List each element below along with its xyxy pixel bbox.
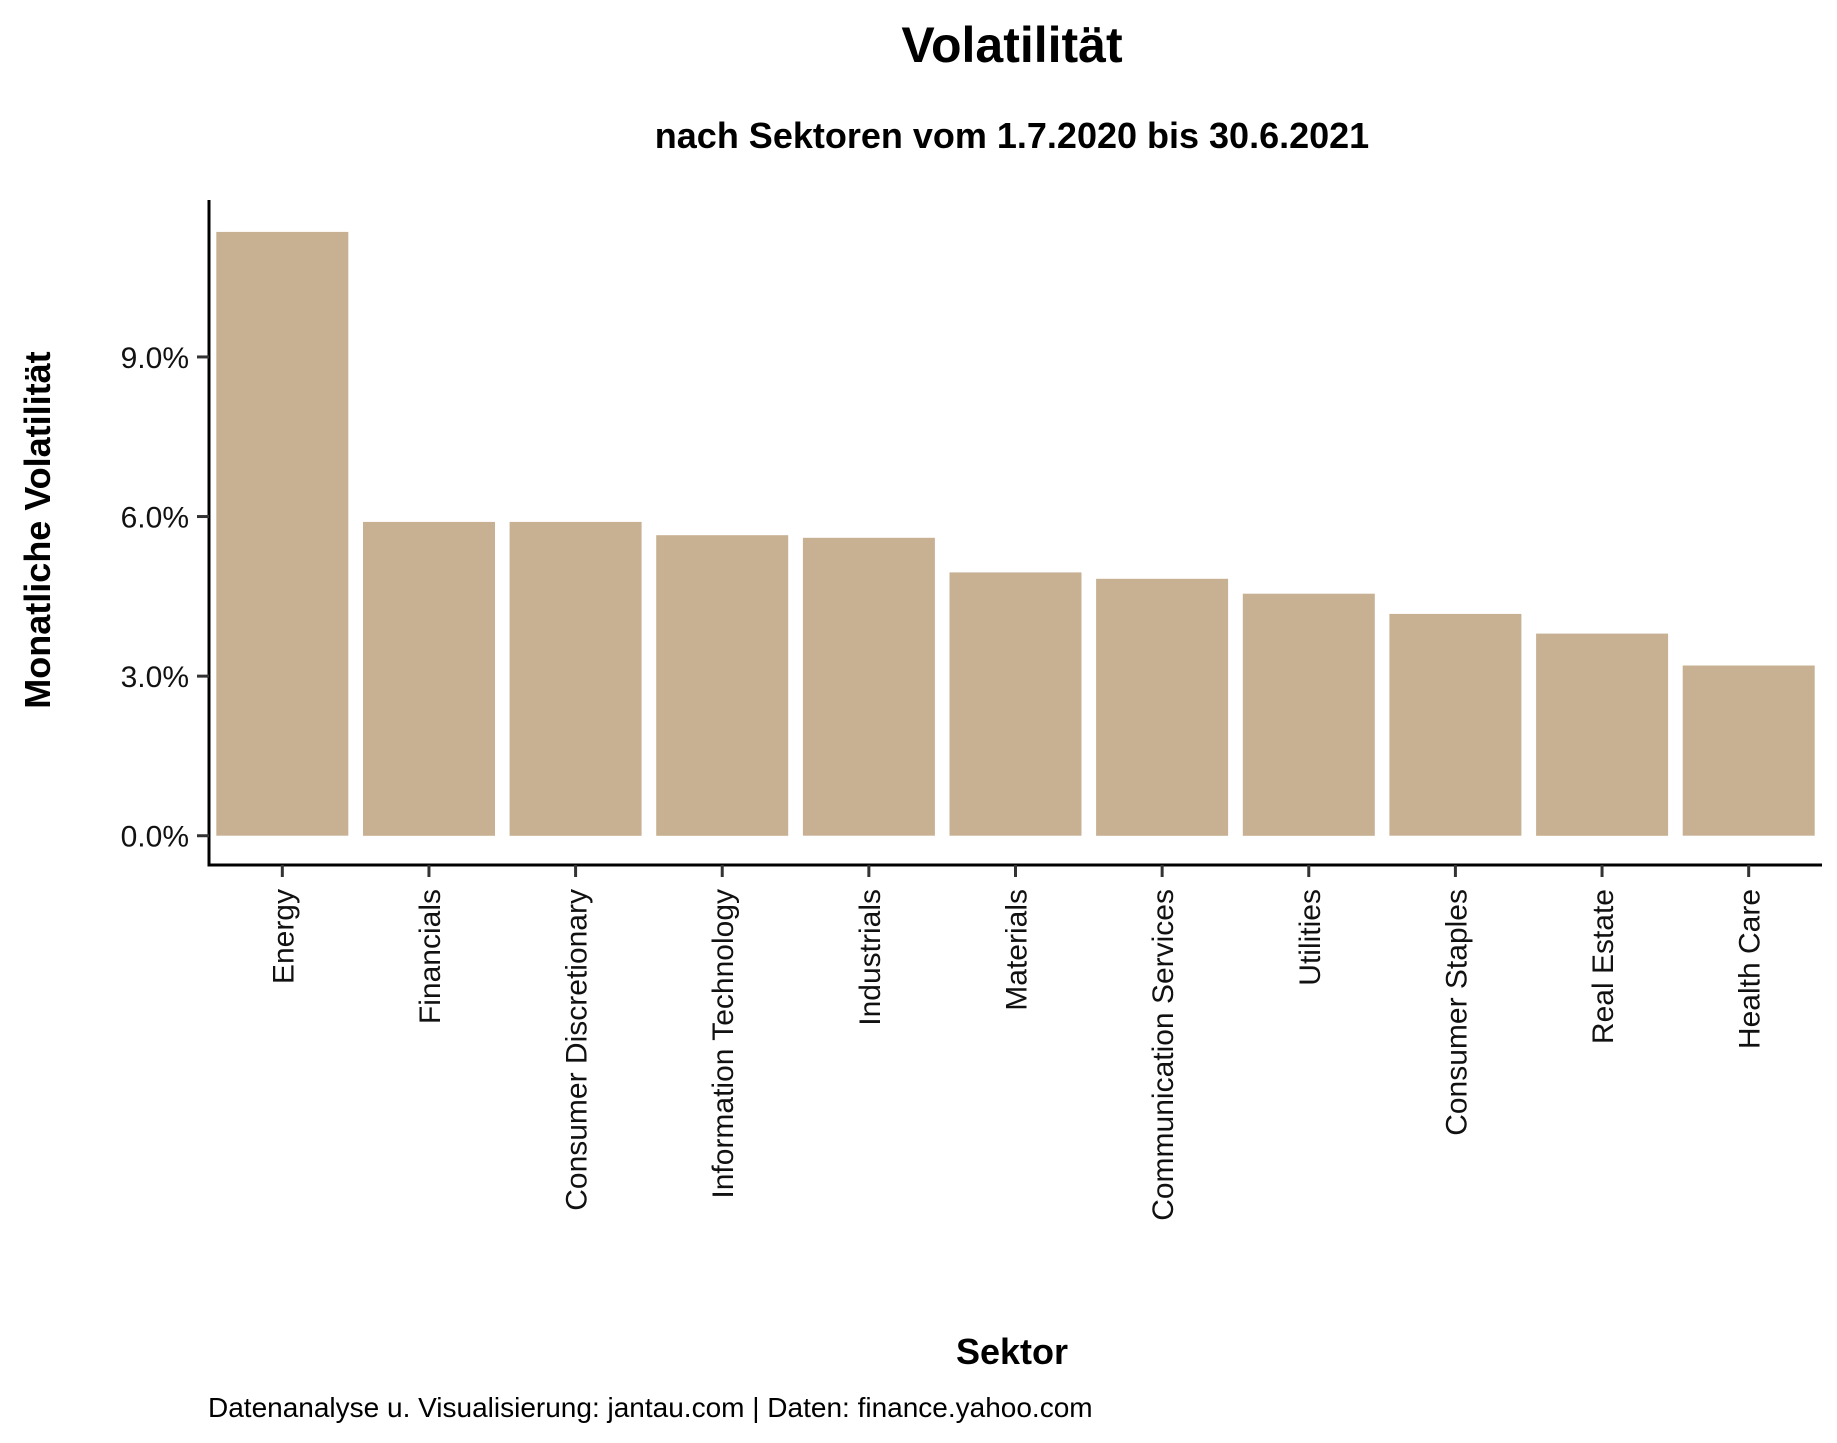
x-tick-label: Communication Services	[1147, 889, 1180, 1221]
x-tick-label: Information Technology	[707, 889, 740, 1199]
y-axis-ticks: 0.0% 3.0% 6.0% 9.0%	[121, 342, 209, 854]
bars-layer	[216, 231, 1815, 836]
bar-communication-services	[1096, 578, 1229, 836]
chart-caption: Datenanalyse u. Visualisierung: jantau.c…	[208, 1392, 1093, 1423]
x-tick-label: Energy	[267, 889, 300, 984]
y-tick-label: 9.0%	[121, 342, 189, 375]
bar-financials	[363, 521, 495, 836]
bar-energy	[216, 231, 349, 836]
chart-subtitle: nach Sektoren vom 1.7.2020 bis 30.6.2021	[655, 115, 1369, 156]
y-tick-label: 3.0%	[121, 661, 189, 694]
x-tick-label: Utilities	[1294, 889, 1327, 986]
chart-title: Volatilität	[901, 17, 1123, 73]
x-tick-label: Materials	[1001, 889, 1034, 1011]
x-axis-ticks: Energy Financials Consumer Discretionary In…	[267, 865, 1767, 1221]
x-axis-title: Sektor	[956, 1331, 1068, 1372]
x-tick-label: Consumer Staples	[1440, 889, 1473, 1136]
x-tick-label: Real Estate	[1587, 889, 1620, 1044]
x-tick-label: Industrials	[854, 889, 887, 1026]
bar-industrials	[802, 537, 935, 836]
bar-information-technology	[656, 535, 789, 836]
bar-materials	[949, 572, 1082, 836]
x-tick-label: Consumer Discretionary	[561, 889, 594, 1211]
x-tick-label: Financials	[414, 889, 447, 1024]
x-tick-label: Health Care	[1734, 889, 1767, 1049]
y-tick-label: 0.0%	[121, 821, 189, 854]
bar-utilities	[1242, 593, 1375, 836]
y-tick-label: 6.0%	[121, 502, 189, 535]
bar-health-care	[1682, 665, 1815, 836]
y-axis-title: Monatliche Volatilität	[17, 351, 58, 708]
bar-consumer-staples	[1389, 613, 1522, 836]
bar-real-estate	[1536, 633, 1669, 836]
bar-consumer-discretionary	[509, 521, 642, 836]
